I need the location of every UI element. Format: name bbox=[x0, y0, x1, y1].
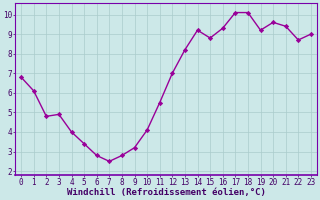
X-axis label: Windchill (Refroidissement éolien,°C): Windchill (Refroidissement éolien,°C) bbox=[67, 188, 266, 197]
